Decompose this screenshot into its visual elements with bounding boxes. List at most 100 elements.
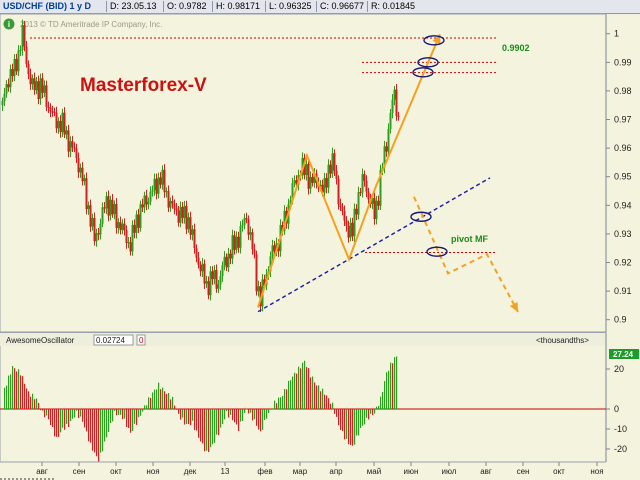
oscillator-bar bbox=[222, 409, 224, 424]
price-tick-label: 0.97 bbox=[614, 115, 632, 125]
candle-body bbox=[355, 208, 358, 215]
candle-body bbox=[105, 196, 108, 209]
oscillator-bar bbox=[138, 409, 140, 418]
candle-body bbox=[239, 226, 242, 248]
candle-body bbox=[363, 174, 366, 181]
candle-body bbox=[9, 69, 12, 88]
oscillator-bar bbox=[234, 409, 236, 423]
oscillator-bar bbox=[58, 409, 60, 437]
candle-body bbox=[133, 224, 136, 233]
symbol-label[interactable]: USD/CHF (BID) 1 y D bbox=[3, 1, 92, 11]
candle-body bbox=[29, 74, 32, 85]
candle-body bbox=[385, 146, 388, 152]
oscillator-bar bbox=[166, 393, 168, 409]
candle-body bbox=[109, 199, 112, 216]
price-tick-label: 0.93 bbox=[614, 229, 632, 239]
oscillator-bar bbox=[124, 409, 126, 419]
oscillator-bar bbox=[32, 393, 34, 409]
candle-body bbox=[115, 203, 118, 229]
price-tick-label: 0.99 bbox=[614, 57, 632, 67]
candle-body bbox=[221, 265, 224, 277]
oscillator-bar bbox=[96, 409, 98, 457]
oscillator-bar bbox=[26, 388, 28, 409]
candle-body bbox=[3, 93, 6, 101]
oscillator-bar bbox=[224, 409, 226, 420]
candle-body bbox=[39, 78, 42, 100]
oscillator-bar bbox=[192, 409, 194, 421]
candle-body bbox=[339, 204, 342, 208]
candle-body bbox=[251, 232, 254, 250]
candle-body bbox=[155, 178, 158, 194]
price-tick-label: 1 bbox=[614, 29, 619, 39]
price-tick-label: 0.98 bbox=[614, 86, 632, 96]
candle-body bbox=[379, 169, 382, 206]
oscillator-bar bbox=[188, 409, 190, 425]
candle-body bbox=[341, 207, 344, 212]
oscillator-bar bbox=[370, 409, 372, 414]
oscillator-bar bbox=[228, 409, 230, 418]
oscillator-bar bbox=[286, 389, 288, 409]
oscillator-bar bbox=[64, 409, 66, 430]
oscillator-name[interactable]: AwesomeOscillator bbox=[6, 336, 75, 345]
oscillator-bar bbox=[174, 405, 176, 409]
bar-range: R: 0.01845 bbox=[371, 1, 416, 11]
candle-body bbox=[113, 203, 116, 215]
candle-body bbox=[151, 190, 154, 192]
oscillator-bar bbox=[280, 397, 282, 409]
candle-body bbox=[187, 217, 190, 230]
candle-body bbox=[215, 269, 218, 289]
candle-body bbox=[351, 222, 354, 237]
bar-open: O: 0.9782 bbox=[167, 1, 207, 11]
oscillator-bar bbox=[288, 380, 290, 409]
candle-body bbox=[101, 207, 104, 224]
candle-body bbox=[67, 130, 70, 152]
oscillator-bar bbox=[360, 409, 362, 428]
candle-body bbox=[185, 205, 188, 230]
price-tick-label: 0.96 bbox=[614, 143, 632, 153]
candle-body bbox=[241, 224, 244, 227]
time-tick-label: мар bbox=[293, 467, 308, 476]
oscillator-bar bbox=[246, 408, 248, 410]
oscillator-bar bbox=[198, 409, 200, 438]
candle-body bbox=[199, 264, 202, 272]
candle-body bbox=[171, 201, 174, 204]
candle-body bbox=[157, 177, 160, 194]
candle-body bbox=[93, 217, 96, 242]
oscillator-bar bbox=[376, 406, 378, 409]
oscillator-bar bbox=[114, 409, 116, 411]
oscillator-bar bbox=[108, 409, 110, 433]
candle-body bbox=[271, 245, 274, 257]
info-icon[interactable] bbox=[3, 18, 15, 30]
candle-body bbox=[193, 229, 196, 249]
candle-body bbox=[313, 173, 316, 183]
candle-body bbox=[73, 147, 76, 149]
candle-body bbox=[331, 153, 334, 174]
oscillator-last-badge bbox=[609, 349, 639, 359]
candle-body bbox=[161, 169, 164, 185]
candle-body bbox=[269, 256, 272, 272]
oscillator-bar bbox=[310, 377, 312, 409]
candle-body bbox=[255, 254, 258, 292]
oscillator-bar bbox=[134, 409, 136, 424]
oscillator-bar bbox=[284, 389, 286, 409]
oscillator-bar bbox=[374, 409, 376, 414]
oscillator-bar bbox=[154, 389, 156, 409]
candle-body bbox=[277, 243, 280, 252]
candle-body bbox=[323, 178, 326, 193]
candle-body bbox=[127, 242, 130, 244]
oscillator-bar bbox=[156, 389, 158, 409]
oscillator-bar bbox=[232, 409, 234, 421]
oscillator-bar bbox=[150, 397, 152, 409]
candle-body bbox=[87, 205, 90, 210]
candle-body bbox=[173, 203, 176, 209]
oscillator-bar bbox=[202, 409, 204, 444]
oscillator-bar bbox=[368, 409, 370, 420]
candle-body bbox=[325, 178, 328, 188]
candle-body bbox=[371, 197, 374, 204]
candle-body bbox=[181, 206, 184, 218]
oscillator-bar bbox=[270, 409, 272, 410]
oscillator-bar bbox=[14, 368, 16, 409]
candle-body bbox=[63, 112, 66, 135]
oscillator-bar bbox=[366, 409, 368, 418]
